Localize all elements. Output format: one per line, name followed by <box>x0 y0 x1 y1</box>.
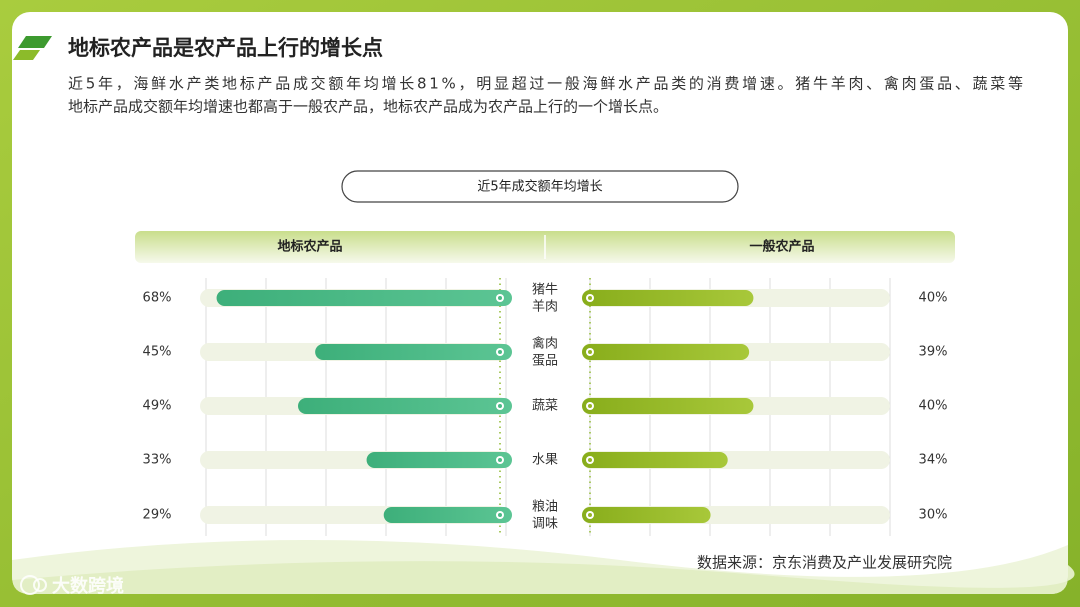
bar <box>582 344 750 360</box>
value-label: 68% <box>143 291 172 306</box>
source: 数据来源：京东消费及产业发展研究院 <box>697 554 952 572</box>
marker <box>588 350 592 354</box>
marker <box>588 458 592 462</box>
value-label: 45% <box>143 345 172 360</box>
watermark-icon <box>20 575 40 595</box>
value-label: 40% <box>919 399 948 414</box>
marker <box>588 296 592 300</box>
category-label: 猪牛羊肉 <box>532 282 558 314</box>
category-label: 水果 <box>532 453 558 468</box>
bar <box>366 452 512 468</box>
marker <box>498 458 502 462</box>
marker <box>498 513 502 517</box>
value-label: 49% <box>143 399 172 414</box>
bar <box>216 290 513 306</box>
bar <box>582 507 711 523</box>
card <box>12 12 1068 594</box>
legend-label: 地标农产品 <box>277 239 342 255</box>
bar <box>298 398 512 414</box>
marker <box>498 404 502 408</box>
chart-title-pill <box>341 170 739 203</box>
bar <box>315 344 512 360</box>
title-icon <box>18 36 52 48</box>
value-label: 29% <box>143 508 172 523</box>
title: 地标农产品是农产品上行的增长点 <box>68 36 383 60</box>
title-icon <box>13 50 40 60</box>
value-label: 39% <box>919 345 948 360</box>
marker <box>588 513 592 517</box>
value-label: 34% <box>919 453 948 468</box>
value-label: 30% <box>919 508 948 523</box>
watermark-icon <box>33 578 47 592</box>
bar <box>582 452 728 468</box>
watermark: 大数跨境 <box>52 575 124 597</box>
value-label: 33% <box>143 453 172 468</box>
marker <box>588 404 592 408</box>
chart-title: 近5年成交额年均增长 <box>477 179 602 195</box>
marker <box>498 350 502 354</box>
subtitle: 地标产品成交额年均增速也都高于一般农产品，地标农产品成为农产品上行的一个增长点。 <box>68 98 668 116</box>
wave <box>12 561 1075 594</box>
bar <box>383 507 512 523</box>
value-label: 40% <box>919 291 948 306</box>
category-label: 粮油调味 <box>532 499 558 531</box>
marker <box>498 296 502 300</box>
category-label: 蔬菜 <box>532 399 558 414</box>
category-label: 禽肉蛋品 <box>532 335 558 368</box>
bar <box>582 290 754 306</box>
legend-label: 一般农产品 <box>749 239 814 255</box>
bar <box>582 398 754 414</box>
